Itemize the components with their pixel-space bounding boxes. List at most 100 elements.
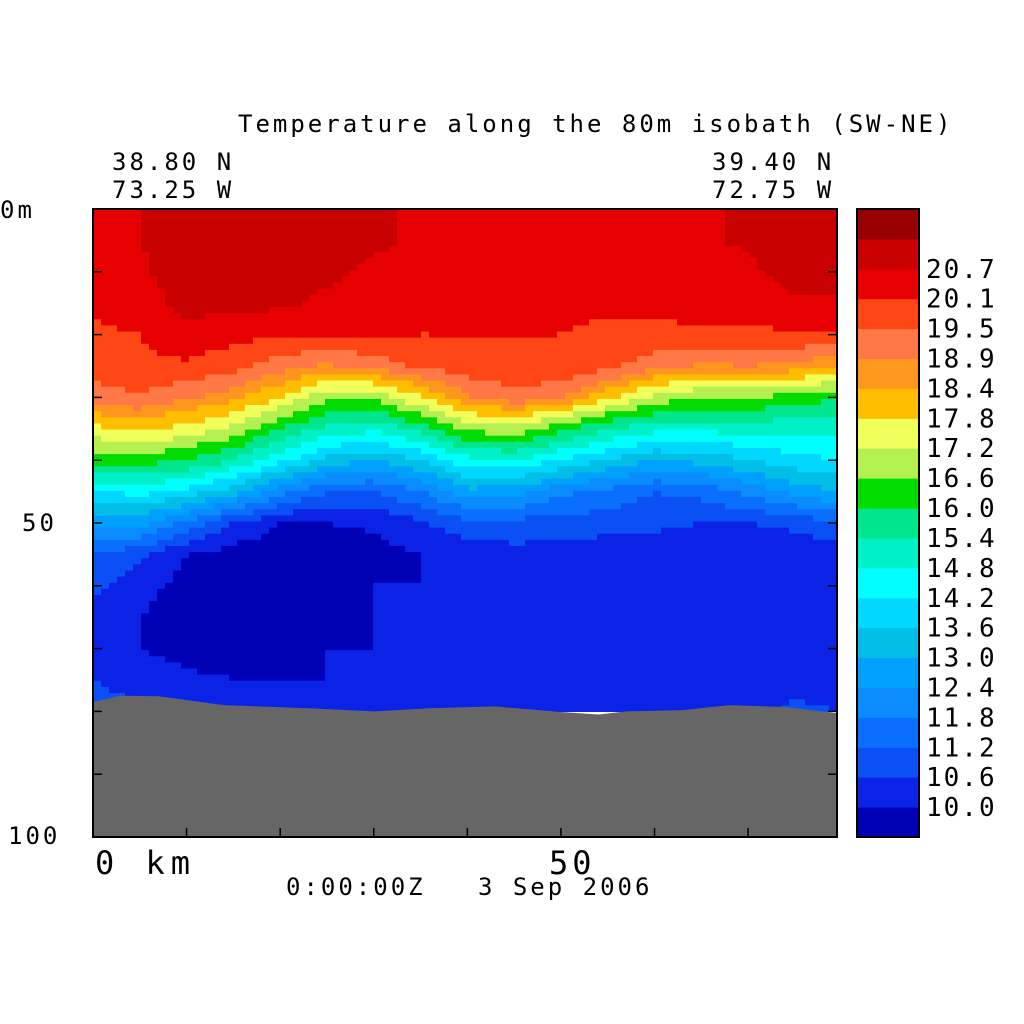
- field-cell: [109, 423, 118, 431]
- field-cell: [669, 356, 678, 363]
- field-cell: [269, 251, 278, 259]
- field-cell: [589, 349, 598, 357]
- field-cell: [341, 503, 350, 510]
- field-cell: [381, 362, 390, 369]
- field-cell: [725, 509, 734, 516]
- field-cell: [429, 294, 438, 302]
- field-cell: [317, 423, 326, 431]
- field-cell: [469, 239, 478, 247]
- field-cell: [469, 258, 478, 265]
- field-cell: [221, 239, 230, 247]
- field-cell: [645, 478, 654, 486]
- field-cell: [413, 533, 422, 541]
- field-cell: [373, 270, 382, 277]
- field-cell: [717, 362, 726, 369]
- field-cell: [189, 245, 198, 253]
- field-cell: [605, 227, 614, 235]
- field-cell: [653, 251, 662, 259]
- field-cell: [589, 521, 598, 529]
- field-cell: [125, 337, 134, 345]
- field-cell: [581, 466, 590, 474]
- field-cell: [597, 221, 606, 228]
- field-cell: [789, 239, 798, 247]
- field-cell: [701, 233, 710, 241]
- field-cell: [533, 362, 542, 369]
- field-cell: [93, 521, 102, 529]
- field-cell: [325, 282, 334, 290]
- field-cell: [709, 300, 718, 308]
- field-cell: [213, 460, 222, 467]
- field-cell: [429, 533, 438, 541]
- field-cell: [805, 239, 814, 247]
- field-cell: [381, 258, 390, 265]
- field-cell: [277, 478, 286, 486]
- field-cell: [181, 521, 190, 529]
- field-cell: [653, 209, 662, 216]
- field-cell: [765, 300, 774, 308]
- field-cell: [789, 215, 798, 222]
- field-cell: [805, 411, 814, 418]
- field-cell: [653, 288, 662, 296]
- field-cell: [165, 337, 174, 345]
- field-cell: [101, 392, 110, 400]
- field-cell: [757, 515, 766, 523]
- field-cell: [381, 343, 390, 351]
- field-cell: [189, 441, 198, 449]
- field-cell: [629, 460, 638, 467]
- field-cell: [189, 484, 198, 492]
- field-cell: [157, 362, 166, 369]
- field-cell: [125, 221, 134, 228]
- field-cell: [701, 478, 710, 486]
- field-cell: [605, 245, 614, 253]
- field-cell: [469, 227, 478, 235]
- field-cell: [349, 454, 358, 461]
- field-cell: [477, 405, 486, 412]
- field-cell: [349, 527, 358, 535]
- field-cell: [221, 398, 230, 406]
- field-cell: [293, 398, 302, 406]
- field-cell: [293, 270, 302, 277]
- field-cell: [509, 435, 518, 443]
- field-cell: [181, 386, 190, 394]
- field-cell: [189, 313, 198, 320]
- field-cell: [789, 405, 798, 412]
- field-cell: [725, 478, 734, 486]
- field-cell: [173, 362, 182, 369]
- field-cell: [637, 496, 646, 504]
- field-cell: [501, 405, 510, 412]
- field-cell: [741, 515, 750, 523]
- field-cell: [693, 417, 702, 425]
- field-cell: [197, 239, 206, 247]
- field-cell: [661, 392, 670, 400]
- field-cell: [253, 331, 262, 339]
- field-cell: [677, 411, 686, 418]
- field-cell: [269, 478, 278, 486]
- field-cell: [469, 398, 478, 406]
- field-cell: [213, 356, 222, 363]
- field-cell: [349, 282, 358, 290]
- field-cell: [189, 251, 198, 259]
- field-cell: [341, 251, 350, 259]
- field-cell: [653, 282, 662, 290]
- field-cell: [205, 368, 214, 376]
- field-cell: [213, 313, 222, 320]
- field-cell: [453, 429, 462, 437]
- field-cell: [133, 368, 142, 376]
- field-cell: [253, 288, 262, 296]
- field-cell: [605, 239, 614, 247]
- field-cell: [277, 417, 286, 425]
- field-cell: [661, 521, 670, 529]
- field-cell: [237, 258, 246, 265]
- field-cell: [789, 490, 798, 498]
- field-cell: [589, 447, 598, 455]
- field-cell: [389, 343, 398, 351]
- field-cell: [421, 245, 430, 253]
- field-cell: [109, 221, 118, 228]
- field-cell: [741, 460, 750, 467]
- field-cell: [605, 435, 614, 443]
- field-cell: [829, 411, 838, 418]
- field-cell: [197, 417, 206, 425]
- field-cell: [581, 521, 590, 529]
- field-cell: [269, 509, 278, 516]
- field-cell: [797, 362, 806, 369]
